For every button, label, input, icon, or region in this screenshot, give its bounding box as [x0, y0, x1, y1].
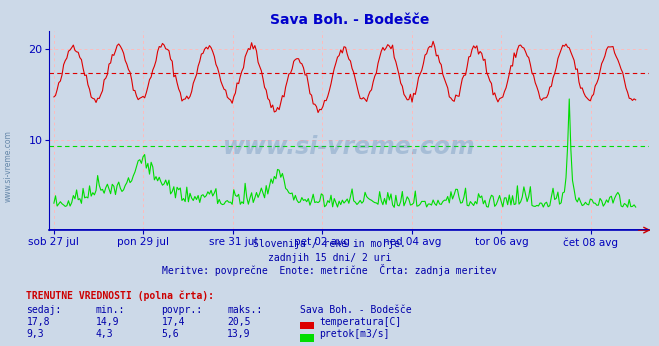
Text: pretok[m3/s]: pretok[m3/s] — [320, 329, 390, 339]
Text: 5,6: 5,6 — [161, 329, 179, 339]
Text: Meritve: povprečne  Enote: metrične  Črta: zadnja meritev: Meritve: povprečne Enote: metrične Črta:… — [162, 264, 497, 276]
Text: Sava Boh. - Bodešče: Sava Boh. - Bodešče — [300, 305, 411, 315]
Text: 4,3: 4,3 — [96, 329, 113, 339]
Text: 17,4: 17,4 — [161, 317, 185, 327]
Text: Slovenija / reke in morje.: Slovenija / reke in morje. — [253, 239, 406, 249]
Text: maks.:: maks.: — [227, 305, 262, 315]
Text: 17,8: 17,8 — [26, 317, 50, 327]
Text: zadnjih 15 dni/ 2 uri: zadnjih 15 dni/ 2 uri — [268, 253, 391, 263]
Text: povpr.:: povpr.: — [161, 305, 202, 315]
Text: 9,3: 9,3 — [26, 329, 44, 339]
Text: 20,5: 20,5 — [227, 317, 251, 327]
Title: Sava Boh. - Bodešče: Sava Boh. - Bodešče — [270, 13, 429, 27]
Text: 14,9: 14,9 — [96, 317, 119, 327]
Text: sedaj:: sedaj: — [26, 305, 61, 315]
Text: www.si-vreme.com: www.si-vreme.com — [223, 135, 476, 158]
Text: TRENUTNE VREDNOSTI (polna črta):: TRENUTNE VREDNOSTI (polna črta): — [26, 291, 214, 301]
Text: min.:: min.: — [96, 305, 125, 315]
Text: temperatura[C]: temperatura[C] — [320, 317, 402, 327]
Text: www.si-vreme.com: www.si-vreme.com — [3, 130, 13, 202]
Text: 13,9: 13,9 — [227, 329, 251, 339]
